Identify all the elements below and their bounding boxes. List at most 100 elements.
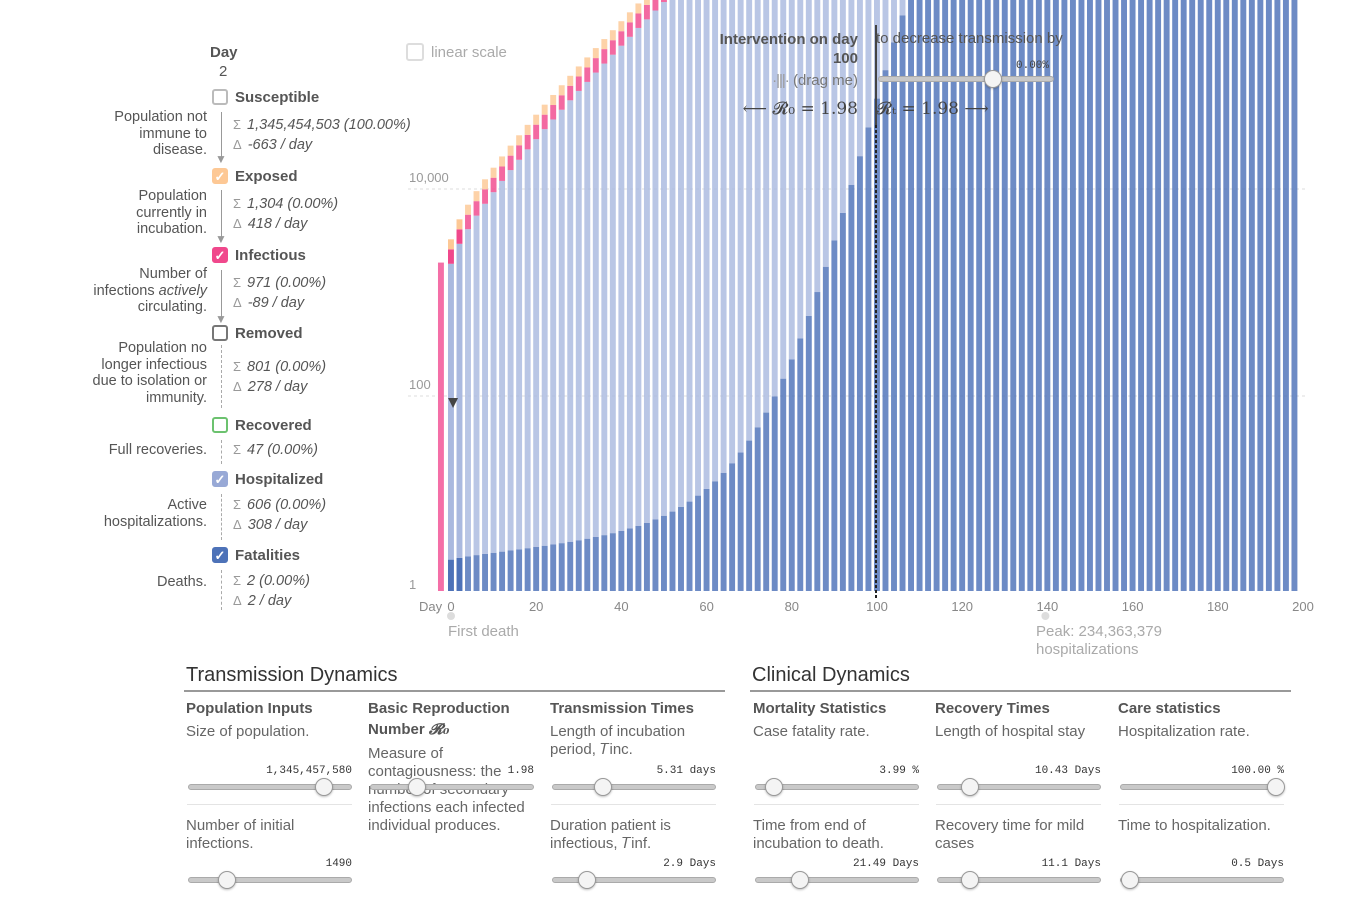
bar-exposed (643, 0, 650, 5)
parameter-slider[interactable] (937, 871, 1101, 889)
bar-fatalities (805, 315, 812, 591)
x-tick-label: 140 (1037, 599, 1059, 614)
category-recovered[interactable]: Recovered (212, 414, 312, 436)
parameter-slider[interactable] (188, 871, 352, 889)
bar-fatalities (652, 519, 659, 591)
slider-knob[interactable] (1267, 778, 1285, 796)
linear-scale-label: linear scale (431, 44, 507, 61)
parameter-slider[interactable] (370, 778, 534, 796)
category-infectious[interactable]: ✓ Infectious (212, 244, 306, 266)
bar-fatalities (1121, 0, 1127, 591)
bar-exposed (541, 104, 548, 115)
bar-infectious (661, 0, 667, 3)
category-removed[interactable]: Removed (212, 322, 303, 344)
category-name: Exposed (235, 167, 298, 185)
slider-knob[interactable] (314, 778, 333, 796)
x-tick-label: 20 (529, 599, 543, 614)
bar-infectious (618, 31, 625, 46)
bar-hospitalized (848, 0, 855, 185)
x-tick-label: 80 (785, 599, 799, 614)
peak-line1: Peak: 234,363,379 (1036, 623, 1162, 640)
control-description: Size of population. (186, 723, 310, 740)
control-description: Case fatality rate. (753, 723, 870, 740)
bar-infectious (584, 67, 591, 82)
control-title: Care statistics (1118, 700, 1221, 717)
category-fatalities[interactable]: ✓ Fatalities (212, 544, 300, 566)
parameter-slider[interactable] (755, 871, 919, 889)
exposed-checkbox[interactable]: ✓ (212, 168, 228, 184)
bar-hospitalized (482, 203, 488, 554)
bar-fatalities (1163, 0, 1170, 591)
bar-infectious (490, 177, 497, 193)
slider-knob[interactable] (593, 778, 612, 796)
slider-knob[interactable] (1121, 871, 1139, 889)
bar-fatalities (473, 555, 480, 591)
slider-knob[interactable] (407, 778, 426, 796)
bar-infectious (575, 76, 582, 91)
infectious-checkbox[interactable]: ✓ (212, 247, 228, 263)
fatalities-description: Deaths. (157, 574, 207, 590)
fatalities-checkbox[interactable]: ✓ (212, 547, 228, 563)
parameter-slider[interactable] (1120, 778, 1285, 796)
parameter-slider[interactable] (755, 778, 919, 796)
parameter-slider[interactable] (1120, 871, 1284, 889)
slider-knob[interactable] (577, 871, 596, 889)
x-tick-label: 60 (699, 599, 713, 614)
bar-fatalities (1078, 0, 1085, 591)
parameter-slider[interactable] (937, 778, 1101, 796)
recovered-checkbox[interactable] (212, 417, 228, 433)
bar-fatalities (1069, 0, 1076, 592)
bar-fatalities (993, 0, 1000, 592)
slider-knob[interactable] (961, 871, 980, 889)
bar-fatalities (1265, 0, 1272, 592)
category-hospitalized[interactable]: ✓ Hospitalized (212, 468, 323, 490)
control-description: Length of hospital stay (935, 723, 1086, 740)
bar-fatalities (499, 551, 506, 591)
decrease-transmission-slider[interactable] (878, 70, 1054, 88)
bar-fatalities (899, 15, 906, 591)
category-susceptible[interactable]: Susceptible (212, 86, 319, 108)
x-tick-label: 180 (1207, 599, 1229, 614)
bar-hospitalized (720, 0, 727, 473)
slider-knob[interactable] (218, 871, 237, 889)
bar-exposed (609, 30, 616, 41)
day-label: Day (210, 44, 238, 61)
susceptible-checkbox[interactable] (212, 89, 228, 105)
bar-fatalities (1027, 0, 1034, 591)
bar-infectious (609, 40, 616, 55)
bar-exposed (533, 114, 540, 125)
bar-exposed (507, 145, 514, 156)
hospitalized-stats: Σ 606 (0.00%) Δ 308 / day (233, 497, 327, 533)
removed-checkbox[interactable] (212, 325, 228, 341)
bar-hospitalized (899, 0, 906, 16)
bar-fatalities (831, 240, 838, 591)
bar-exposed (575, 66, 582, 77)
bar-fatalities (695, 495, 701, 591)
slider-knob[interactable] (984, 70, 1002, 88)
hospitalized-checkbox[interactable]: ✓ (212, 471, 228, 487)
bar-infectious (482, 189, 488, 204)
bar-hospitalized (780, 0, 787, 379)
slider-knob[interactable] (764, 778, 783, 796)
decrease-transmission-value: 0.00% (1016, 60, 1050, 72)
control-title: Recovery Times (935, 700, 1050, 717)
first-death-dot (447, 612, 455, 620)
slider-knob[interactable] (961, 778, 980, 796)
linear-scale-checkbox[interactable] (406, 43, 424, 61)
bar-hospitalized (882, 0, 889, 71)
bar-hospitalized (601, 63, 608, 536)
parameter-slider[interactable] (552, 871, 716, 889)
bar-fatalities (967, 0, 974, 591)
drag-handle-icon[interactable]: ·|||· (772, 72, 790, 89)
decrease-transmission-label: to decrease transmission by (876, 30, 1063, 47)
parameter-slider[interactable] (552, 778, 716, 796)
parameter-slider[interactable] (188, 778, 352, 796)
slider-knob[interactable] (791, 871, 810, 889)
bar-fatalities (1274, 0, 1281, 591)
category-exposed[interactable]: ✓ Exposed (212, 165, 298, 187)
bar-exposed (635, 3, 642, 14)
infectious-stats: Σ 971 (0.00%) Δ -89 / day (233, 275, 327, 311)
bar-infectious (541, 114, 548, 130)
drag-handle[interactable]: ·|||· (drag me) (772, 72, 858, 89)
bar-hospitalized (865, 0, 872, 128)
